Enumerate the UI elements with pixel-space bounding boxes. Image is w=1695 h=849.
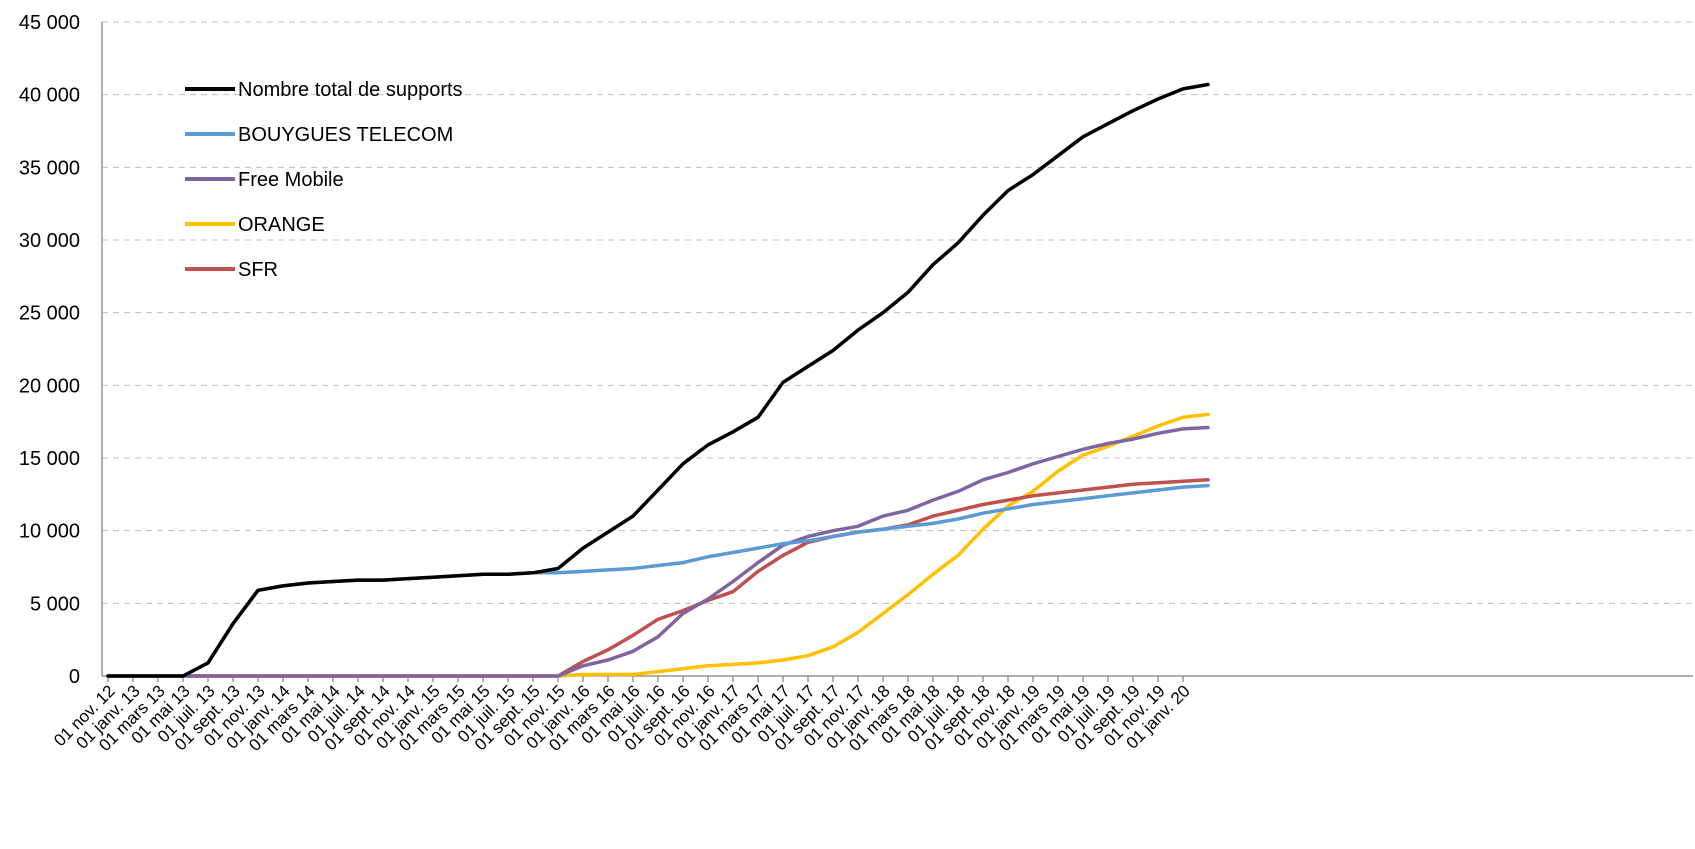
y-tick-label: 0	[69, 666, 80, 688]
legend-label: ORANGE	[238, 214, 325, 236]
series-lines	[106, 82, 1210, 678]
series-line-bouygues-telecom	[106, 483, 1210, 678]
series-line-free-mobile	[106, 425, 1210, 678]
legend-label: Nombre total de supports	[238, 79, 463, 101]
axes	[101, 22, 1693, 682]
legend-label: SFR	[238, 259, 278, 281]
y-tick-label: 15 000	[19, 448, 80, 470]
y-tick-label: 10 000	[19, 521, 80, 543]
y-tick-label: 20 000	[19, 375, 80, 397]
legend: Nombre total de supports BOUYGUES TELECOM…	[185, 79, 463, 281]
gridlines	[102, 21, 1693, 604]
series-line-nombre-total-de-supports	[106, 82, 1210, 678]
y-tick-label: 45 000	[19, 12, 80, 34]
y-tick-label: 30 000	[19, 230, 80, 252]
legend-label: BOUYGUES TELECOM	[238, 124, 453, 146]
series-line-sfr	[106, 478, 1210, 678]
y-tick-label: 35 000	[19, 157, 80, 179]
legend-label: Free Mobile	[238, 169, 344, 191]
y-tick-label: 25 000	[19, 303, 80, 325]
y-tick-label: 5 000	[30, 593, 80, 615]
y-tick-labels: 0 5 000 10 000 15 000 20 000 25 000 30 000 35 0…	[19, 12, 80, 688]
y-tick-label: 40 000	[19, 85, 80, 107]
